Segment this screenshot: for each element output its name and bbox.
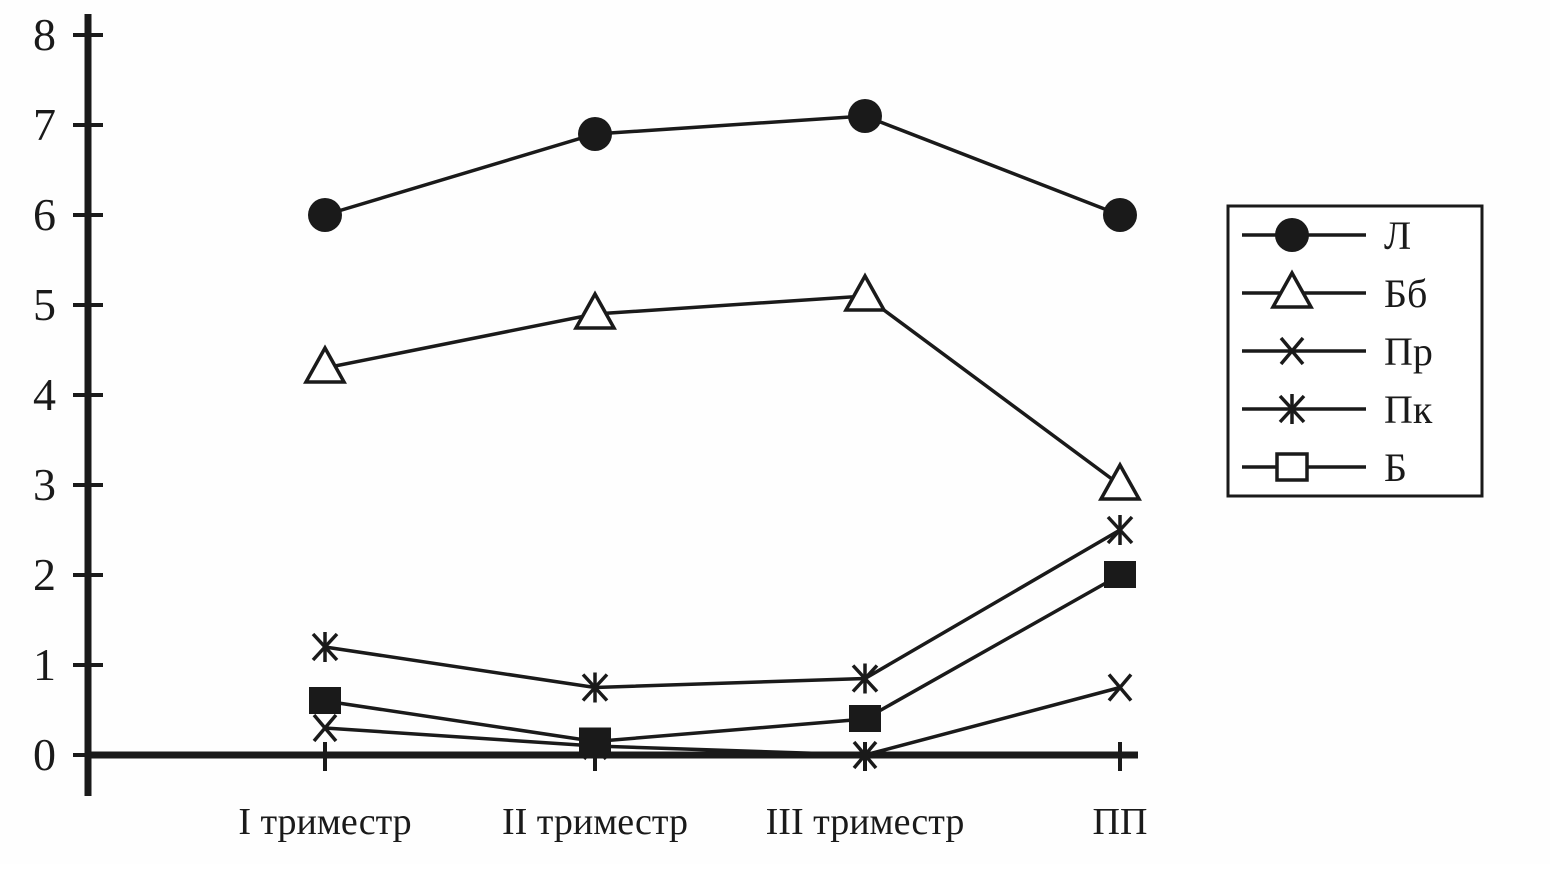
circle-marker	[578, 117, 612, 151]
triangle-marker	[573, 290, 617, 330]
x-marker	[312, 713, 338, 743]
square-marker	[579, 727, 611, 755]
legend-label: Пр	[1384, 329, 1433, 374]
triangle-marker	[843, 272, 887, 312]
y-tick-label: 4	[33, 369, 56, 420]
legend-label: Б	[1384, 445, 1407, 490]
x-category-label: I триместр	[238, 801, 411, 843]
y-tick-label: 6	[33, 189, 56, 240]
x-category-label: II триместр	[502, 801, 688, 843]
zh-marker	[311, 632, 339, 662]
x-category-label: III триместр	[766, 801, 965, 843]
circle-marker	[308, 198, 342, 232]
series-line-Бб	[324, 294, 1122, 487]
y-tick-label: 2	[33, 549, 56, 600]
triangle-marker	[1098, 461, 1142, 501]
y-tick-label: 1	[33, 639, 56, 690]
x-marker	[1279, 336, 1305, 366]
square-marker	[849, 705, 881, 732]
zh-marker	[851, 664, 879, 693]
series-line-Пр	[324, 685, 1121, 757]
zh-marker	[1106, 515, 1134, 545]
series-line-Б	[324, 573, 1121, 744]
zh-marker	[581, 673, 609, 702]
x-marker	[1107, 673, 1133, 702]
triangle-marker	[1270, 269, 1314, 309]
circle-marker	[848, 99, 882, 133]
x-category-label: ПП	[1093, 801, 1148, 843]
circle-marker	[1103, 198, 1137, 232]
y-tick-label: 5	[33, 279, 56, 330]
y-tick-label: 0	[33, 729, 56, 780]
series-line-Л	[324, 114, 1121, 217]
circle-marker	[1275, 218, 1309, 252]
x-marker	[852, 740, 878, 770]
series-line-Пк	[324, 528, 1121, 690]
legend-label: Л	[1384, 213, 1411, 258]
y-tick-label: 3	[33, 459, 56, 510]
legend-label: Бб	[1384, 271, 1427, 316]
y-tick-label: 8	[33, 9, 56, 60]
square-marker	[1104, 561, 1136, 588]
legend-label: Пк	[1384, 387, 1433, 432]
y-tick-label: 7	[33, 99, 56, 150]
square-marker	[309, 687, 341, 714]
legend: Л Бб Пр Пк Б	[1226, 204, 1484, 498]
square-marker	[1275, 452, 1309, 482]
triangle-marker	[303, 344, 347, 384]
zh-marker	[1278, 394, 1306, 424]
